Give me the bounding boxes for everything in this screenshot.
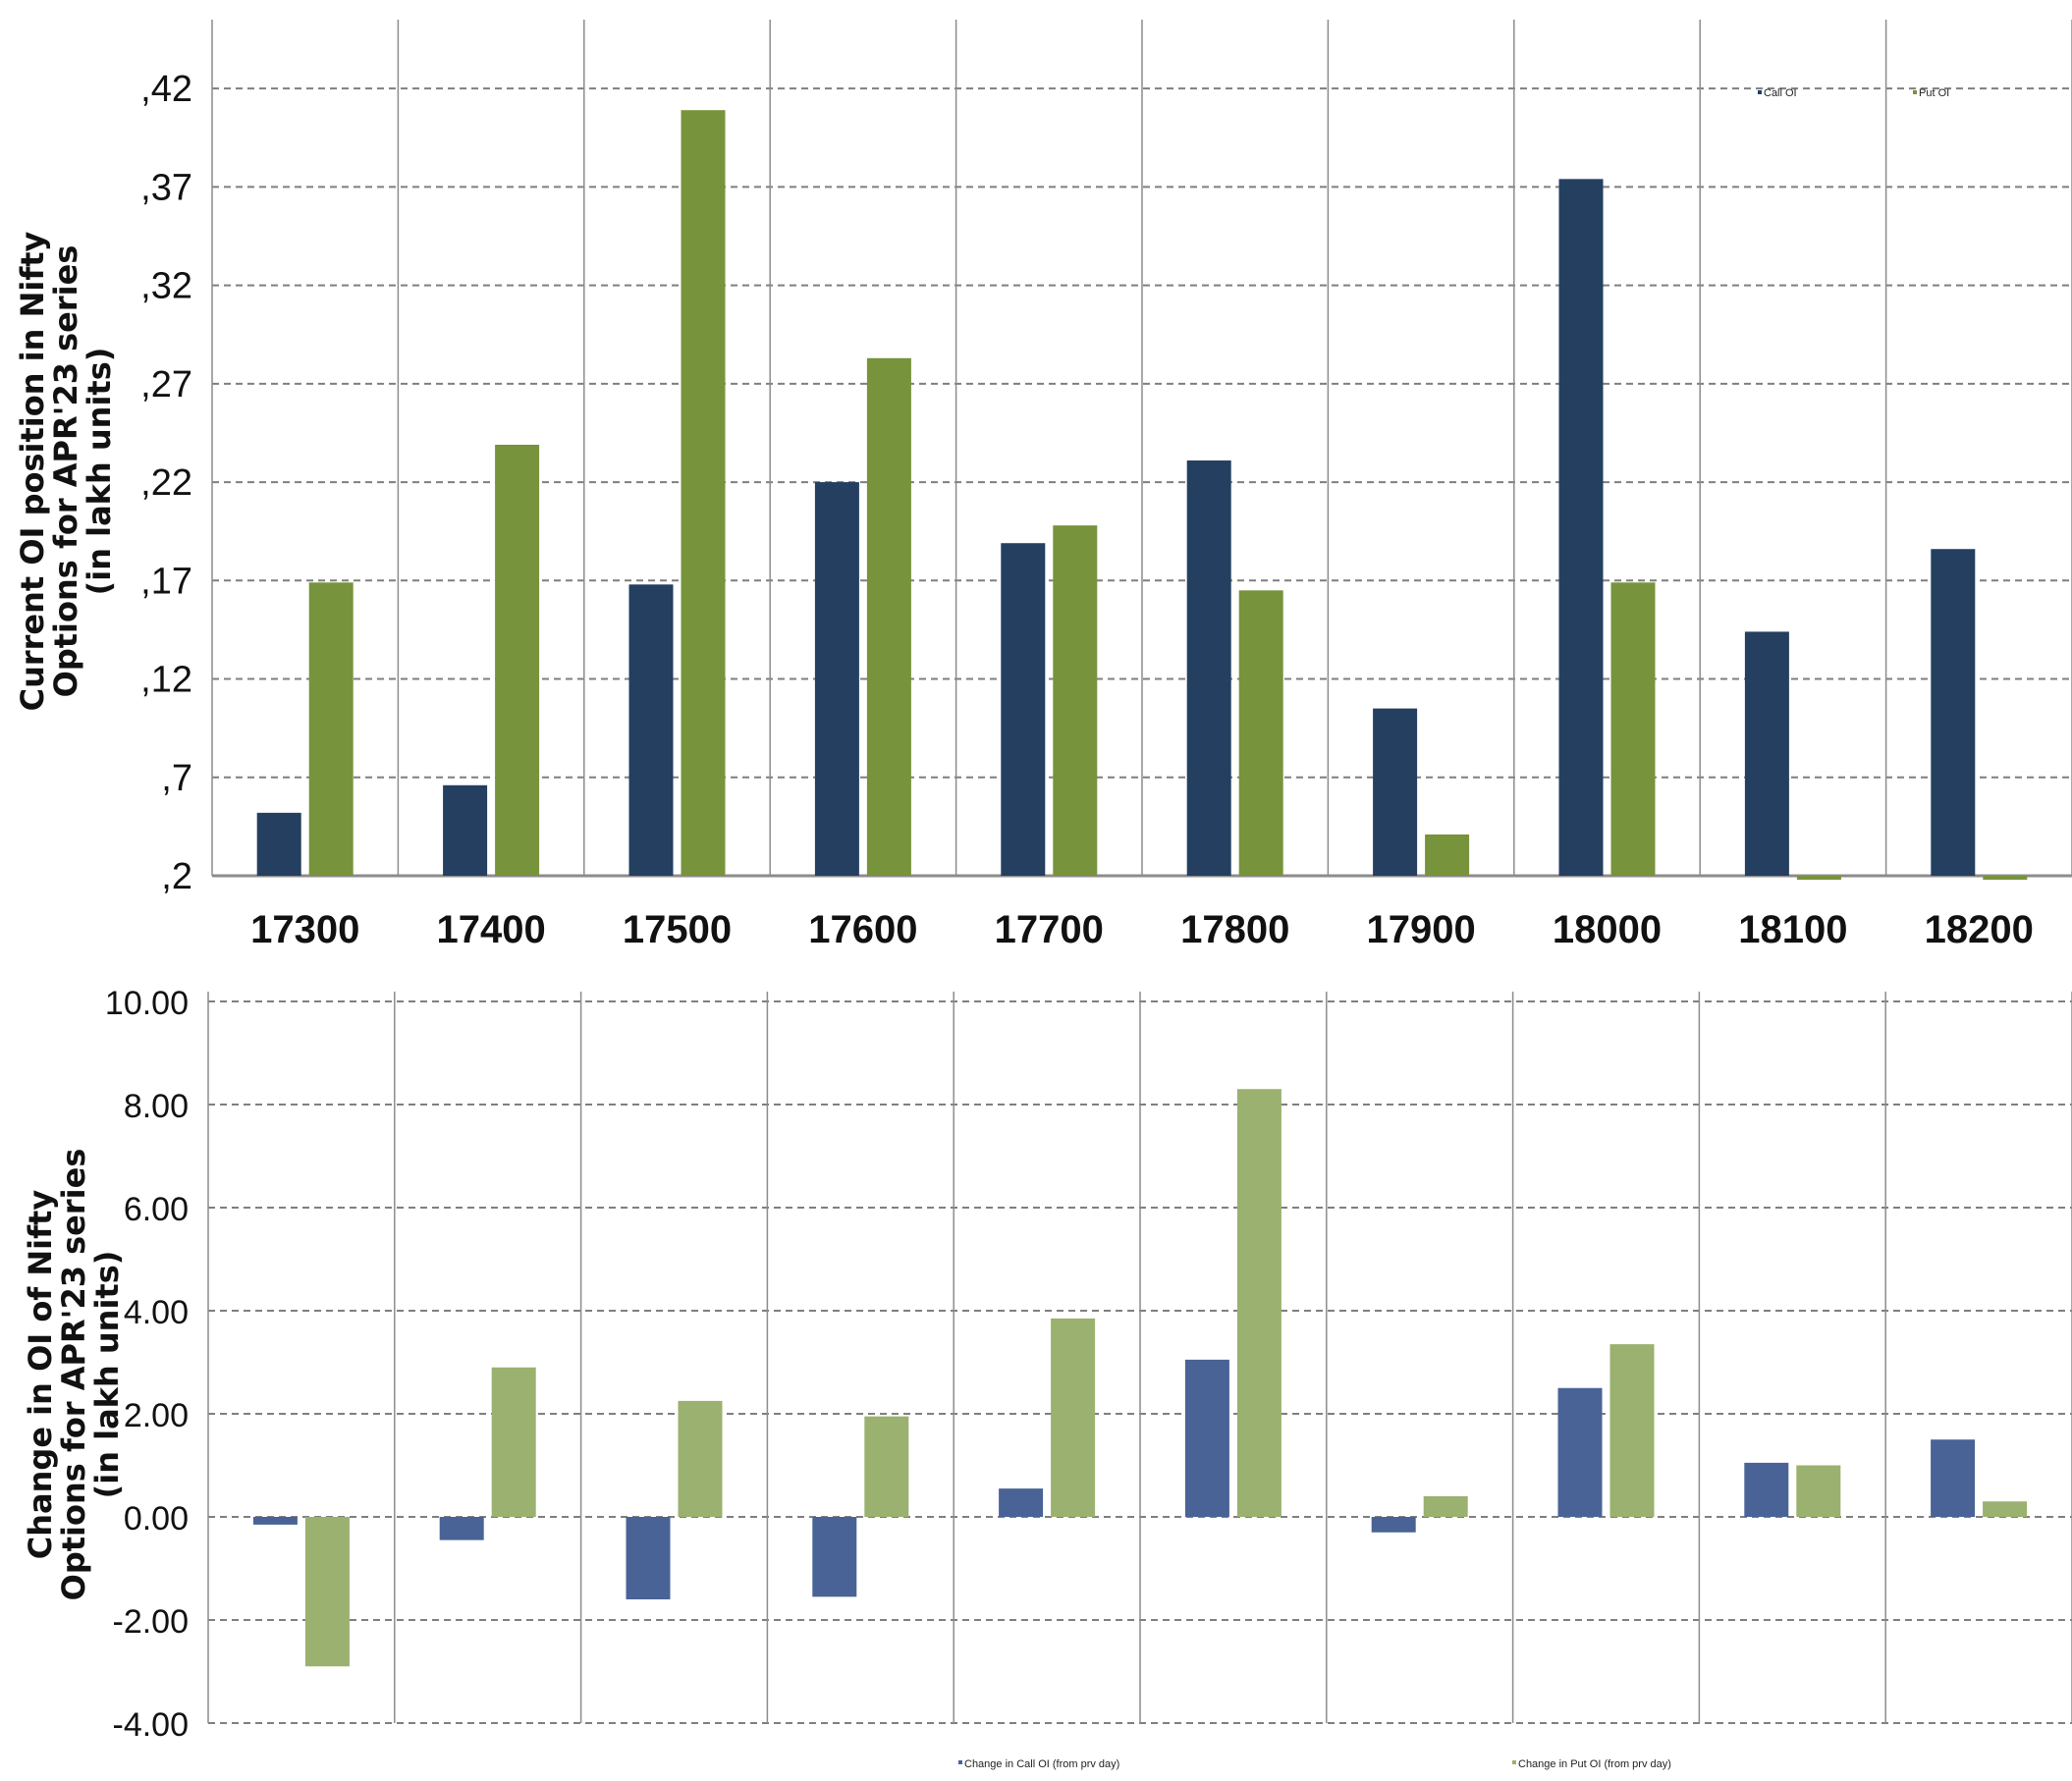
y-tick-label: ,17 — [140, 561, 192, 602]
call-bar-17500 — [628, 584, 674, 876]
legend-label: Change in Put OI (from prv day) — [1518, 1758, 1671, 1770]
category-label-17700: 17700 — [995, 908, 1104, 951]
y-tick-label: 6.00 — [124, 1191, 189, 1228]
put-bar-17600 — [864, 1416, 909, 1517]
put-bar-18200 — [1983, 1501, 2028, 1517]
legend-swatch — [1512, 1760, 1516, 1764]
y-tick-label: 10.00 — [105, 985, 189, 1022]
category-label-17400: 17400 — [436, 908, 545, 951]
y-axis-label-line: Options for APR'23 series — [55, 1149, 92, 1601]
call-bar-17300 — [252, 1517, 298, 1525]
call-bar-17300 — [256, 812, 301, 876]
call-bar-18200 — [1931, 549, 1976, 876]
legend-swatch — [1913, 90, 1917, 94]
y-tick-label: 8.00 — [124, 1088, 189, 1125]
y-tick-label: ,22 — [140, 462, 192, 504]
put-bar-18000 — [1610, 582, 1656, 876]
y-axis-label-line: Options for APR'23 series — [47, 245, 84, 698]
y-tick-label: -2.00 — [113, 1603, 190, 1641]
put-bar-18100 — [1796, 1465, 1841, 1517]
put-bar-17500 — [681, 110, 726, 877]
call-bar-18000 — [1558, 179, 1604, 876]
put-bar-17300 — [308, 582, 354, 876]
y-tick-label: ,42 — [140, 69, 192, 110]
category-label-18200: 18200 — [1925, 908, 2034, 951]
y-tick-label: ,37 — [140, 167, 192, 208]
category-label-17500: 17500 — [623, 908, 732, 951]
legend-label: Call OI — [1764, 87, 1797, 99]
call-bar-17700 — [1001, 543, 1046, 876]
call-bar-17900 — [1373, 708, 1418, 876]
y-tick-label: -4.00 — [113, 1706, 190, 1744]
call-bar-18100 — [1744, 1462, 1789, 1517]
call-bar-17800 — [1184, 1359, 1229, 1517]
put-bar-18000 — [1609, 1344, 1655, 1517]
call-bar-18100 — [1744, 631, 1789, 876]
call-bar-17400 — [443, 784, 488, 876]
current-oi-chart: ,2 ,7 ,12 ,17 ,22 ,27 ,32 ,37 ,42 17300 17400 17500… — [14, 20, 2072, 951]
put-bar-17700 — [1053, 525, 1098, 876]
y-tick-label: ,32 — [140, 266, 192, 307]
legend-swatch — [958, 1760, 962, 1764]
category-label-18000: 18000 — [1553, 908, 1662, 951]
put-bar-17400 — [495, 444, 540, 876]
legend-label: Change in Call OI (from prv day) — [964, 1758, 1119, 1770]
call-bar-18200 — [1931, 1439, 1976, 1517]
put-bar-17900 — [1423, 1496, 1468, 1517]
change-in-oi-chart: -4.00 -2.00 0.00 2.00 4.00 6.00 8.00 10.00 Chang… — [22, 985, 2072, 1770]
legend-label: Put OI — [1919, 87, 1949, 99]
y-tick-label: ,27 — [140, 364, 192, 405]
call-bar-17900 — [1371, 1517, 1416, 1533]
call-bar-17600 — [812, 1517, 857, 1597]
y-tick-label: ,7 — [161, 758, 192, 799]
put-bar-17400 — [491, 1367, 536, 1517]
call-bar-17500 — [626, 1517, 671, 1599]
y-tick-label: ,12 — [140, 660, 192, 701]
category-label-17600: 17600 — [808, 908, 917, 951]
put-bar-17700 — [1051, 1318, 1096, 1517]
y-tick-label: 0.00 — [124, 1500, 189, 1538]
put-bar-17300 — [304, 1517, 350, 1667]
put-bar-17800 — [1238, 590, 1283, 876]
y-axis-label-line: (in lakh units) — [81, 348, 118, 596]
category-label-18100: 18100 — [1738, 908, 1847, 951]
call-bar-17800 — [1186, 460, 1231, 876]
y-axis-label-line: Current OI position in Nifty — [14, 231, 51, 711]
category-label-17800: 17800 — [1180, 908, 1289, 951]
call-bar-18000 — [1557, 1387, 1603, 1517]
put-bar-18200 — [1983, 876, 2028, 881]
put-bar-18100 — [1796, 876, 1841, 881]
y-tick-label: 4.00 — [124, 1294, 189, 1331]
y-axis-label-line: Change in OI of Nifty — [22, 1190, 59, 1560]
y-tick-label: 2.00 — [124, 1397, 189, 1434]
put-bar-17800 — [1236, 1089, 1281, 1517]
legend-swatch — [1758, 90, 1762, 94]
put-bar-17500 — [678, 1400, 723, 1517]
put-bar-17900 — [1425, 834, 1470, 876]
y-tick-label: ,2 — [161, 856, 192, 897]
y-axis-label-line: (in lakh units) — [88, 1251, 126, 1499]
call-bar-17600 — [814, 482, 859, 876]
category-label-17900: 17900 — [1366, 908, 1475, 951]
put-bar-17600 — [866, 357, 911, 876]
call-bar-17400 — [439, 1517, 484, 1540]
category-label-17300: 17300 — [250, 908, 359, 951]
call-bar-17700 — [999, 1488, 1044, 1517]
